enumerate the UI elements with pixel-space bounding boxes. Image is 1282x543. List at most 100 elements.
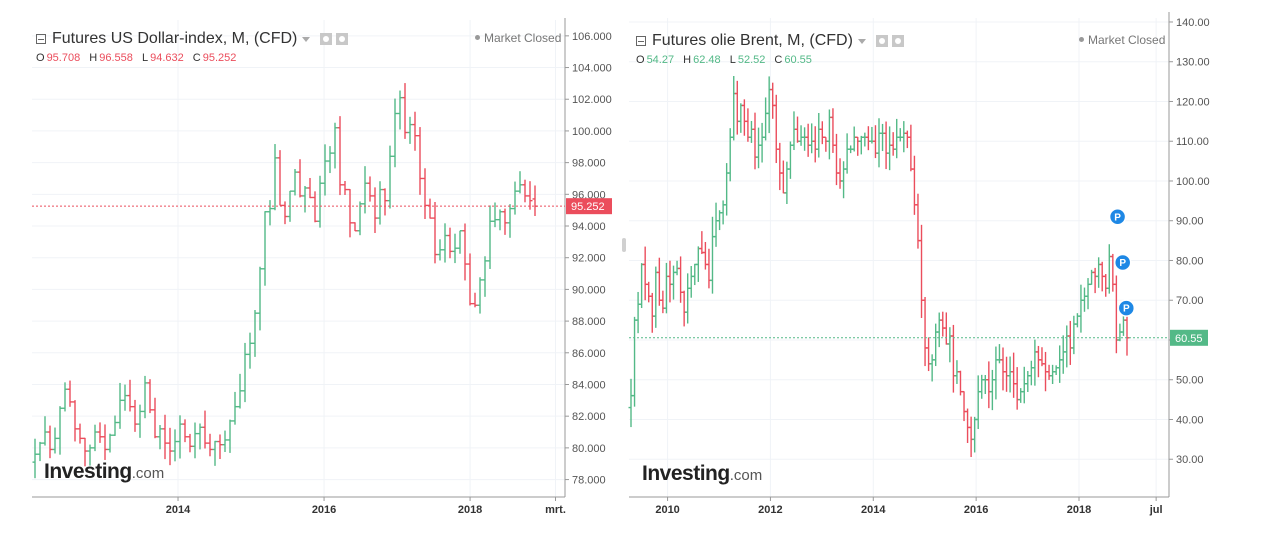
settings-icon[interactable] [875,35,888,47]
gear-icon[interactable] [336,33,349,45]
ohlc-bar [639,263,645,309]
collapse-icon[interactable] [36,34,46,44]
last-price-label: 60.55 [1175,333,1203,345]
ohlc-bar [112,415,118,436]
ohlc-bar [1018,388,1024,403]
chart-canvas-brent[interactable]: 140.00 130.00 120.00 110.00 100.00 90.00 80.00… [627,0,1214,520]
ohlc-bar [756,127,762,169]
chart-panel-brent[interactable]: 140.00 130.00 120.00 110.00 100.00 90.00 80.00… [627,0,1214,520]
ohlc-bar [919,224,925,318]
ohlc-bar [961,390,967,422]
ohlc-bar [307,177,313,199]
ohlc-bar [819,121,825,145]
ohlc-bar [147,379,153,414]
ohlc-bar [227,419,233,453]
ohlc-bar [695,246,701,282]
ohlc-bar [67,380,73,407]
ohlc-bar [706,248,712,289]
settings-icon[interactable] [320,33,333,45]
ohlc-bar [702,241,708,270]
y-tick-label: 70.00 [1176,295,1204,307]
ohlc-bar [157,425,163,450]
ohlc-bar [798,125,804,146]
ohlc-bar [1000,347,1006,391]
ohlc-bar [382,188,388,216]
ohlc-bar [292,168,298,196]
ohlc-legend: O 54.27 H 62.48 L 52.52 C 60.55 [636,54,812,66]
x-tick-label: 2016 [964,504,988,516]
ohlc-bar [62,382,68,412]
panel-divider-handle[interactable] [622,238,626,252]
ohlc-legend: O 95.708 H 96.558 L 94.632 C 95.252 [36,52,237,64]
event-marker-label: P [1119,258,1126,269]
ohlc-bar [1021,366,1027,404]
ohlc-bar [152,397,158,439]
ohlc-bar [791,111,797,151]
ohlc-bar [784,161,790,205]
chevron-down-icon[interactable] [302,36,311,42]
y-tick-label: 92.000 [572,253,606,265]
ohlc-bar [646,281,652,303]
chart-panel-dxy[interactable]: 106.000 104.000 102.000 100.000 98.000 96.000… [0,0,618,522]
x-tick-label: mrt. [545,504,566,516]
ohlc-bar [407,116,413,144]
y-tick-label: 90.000 [572,284,606,296]
ohlc-bar [202,410,208,449]
ohlc-bar [87,444,93,466]
ohlc-bar [472,292,478,308]
y-tick-label: 84.000 [572,379,606,391]
event-marker-icon [1117,299,1136,317]
ohlc-bar [663,262,669,314]
ohlc-bar [527,181,533,210]
ohlc-bar [656,257,662,306]
ohlc-bar [467,253,473,306]
ohlc-bar [357,201,363,236]
ohlc-bar [402,83,408,139]
ohlc-bar [272,144,278,211]
ohlc-bar [72,400,78,442]
ohlc-bar [904,130,910,149]
ohlc-bar [362,166,368,214]
ohlc-bar [812,126,818,163]
y-tick-label: 82.000 [572,411,606,423]
y-tick-label: 120.00 [1176,96,1210,108]
ohlc-bar [512,181,518,215]
ohlc-bar [392,98,398,168]
y-tick-label: 88.000 [572,316,606,328]
y-tick-label: 90.00 [1176,216,1204,228]
chevron-down-icon[interactable] [857,38,866,44]
ohlc-bar [759,122,765,163]
ohlc-bar [727,128,733,182]
y-tick-label: 86.000 [572,348,606,360]
ohlc-bar [387,145,393,209]
ohlc-bar [332,122,338,169]
event-marker-label: P [1114,212,1121,223]
ohlc-bar [77,423,83,444]
ohlc-bar [982,374,988,395]
last-price-tag [1170,329,1208,346]
collapse-icon[interactable] [636,36,646,46]
gear-icon[interactable] [891,35,904,47]
ohlc-bar [37,441,43,462]
status-dot-icon [475,35,480,41]
ohlc-bar [855,136,861,156]
ohlc-bar [671,265,677,300]
y-tick-label: 80.00 [1176,255,1204,267]
investing-logo: Investing.com [44,460,165,483]
ohlc-bar [862,132,868,147]
chart-canvas-dxy[interactable]: 106.000104.000102.000100.00098.00096.000… [0,0,618,522]
ohlc-bar [497,209,503,231]
last-price-label: 95.252 [571,201,605,213]
y-tick-label: 50.00 [1176,375,1204,387]
ohlc-bar [137,404,143,438]
ohlc-bar [901,121,907,153]
ohlc-bar [1103,274,1109,297]
ohlc-bar [837,158,843,189]
ohlc-bar [52,427,58,454]
y-tick-label: 110.00 [1176,136,1209,148]
ohlc-bar [805,123,811,157]
ohlc-bar [876,118,882,168]
ohlc-bar [922,297,928,367]
ohlc-bar [1064,325,1070,368]
ohlc-bar [653,266,659,328]
